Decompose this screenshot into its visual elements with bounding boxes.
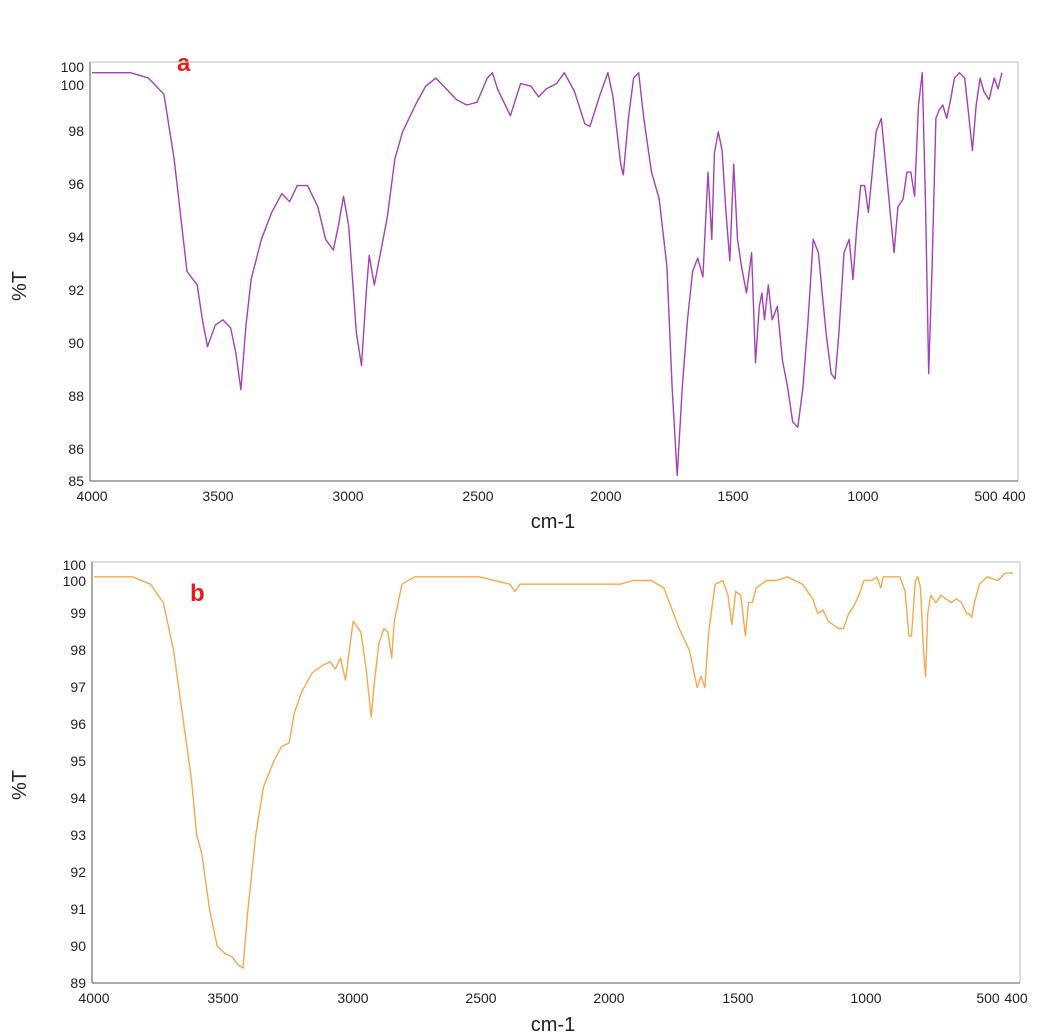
panel-label: a — [177, 50, 191, 77]
panel-b: b 4000 3500 3000 2500 2000 1500 1000 500… — [9, 557, 1028, 1036]
x-tick-label: 3000 — [332, 488, 363, 504]
panel-a: a 4000 3500 3000 2500 2000 1500 1000 500… — [9, 50, 1026, 533]
y-tick-label: 91 — [70, 901, 86, 917]
y-tick-labels: 89 90 91 92 93 94 95 96 97 98 99 100 100 — [63, 557, 87, 991]
y-tick-label: 90 — [70, 938, 86, 954]
y-tick-label: 85 — [68, 473, 84, 489]
y-tick-label: 94 — [70, 790, 86, 806]
y-tick-label: 100 — [61, 77, 85, 93]
x-tick-label: 1000 — [850, 990, 881, 1006]
y-tick-label: 92 — [70, 864, 86, 880]
panel-label: b — [190, 580, 205, 607]
x-tick-label: 2500 — [462, 488, 493, 504]
y-tick-label: 95 — [70, 753, 86, 769]
y-tick-label: 100 — [63, 557, 87, 573]
x-tick-label: 1500 — [722, 990, 753, 1006]
x-tick-label: 1500 — [717, 488, 748, 504]
x-tick-label: 2500 — [465, 990, 496, 1006]
x-tick-label: 4000 — [76, 488, 107, 504]
y-axis-title: %T — [9, 271, 31, 301]
spectrum-line — [92, 72, 1003, 477]
y-tick-label: 98 — [68, 123, 84, 139]
x-tick-labels: 4000 3500 3000 2500 2000 1500 1000 500 4… — [78, 990, 1027, 1006]
y-tick-label: 93 — [70, 827, 86, 843]
y-tick-label: 90 — [68, 335, 84, 351]
x-axis-title: cm-1 — [531, 511, 575, 533]
y-tick-label: 97 — [70, 679, 86, 695]
y-tick-label: 96 — [68, 176, 84, 192]
y-tick-label: 89 — [70, 975, 86, 991]
spectrum-line — [94, 572, 1013, 969]
y-tick-label: 86 — [68, 441, 84, 457]
x-tick-label: 2000 — [593, 990, 624, 1006]
x-tick-label: 3500 — [207, 990, 238, 1006]
x-tick-label: 2000 — [590, 488, 621, 504]
x-tick-labels: 4000 3500 3000 2500 2000 1500 1000 500 4… — [76, 488, 1025, 504]
x-tick-label: 3000 — [337, 990, 368, 1006]
x-tick-label: 1000 — [847, 488, 878, 504]
x-axis-title: cm-1 — [531, 1014, 575, 1036]
y-tick-label: 94 — [68, 229, 84, 245]
y-tick-label: 98 — [70, 642, 86, 658]
y-axis-title: %T — [9, 770, 31, 800]
y-tick-label: 99 — [70, 605, 86, 621]
x-tick-label: 400 — [1002, 488, 1026, 504]
y-tick-label: 100 — [61, 59, 85, 75]
y-tick-labels: 85 86 88 90 92 94 96 98 100 100 — [61, 59, 85, 489]
y-tick-label: 96 — [70, 716, 86, 732]
x-tick-label: 3500 — [202, 488, 233, 504]
y-tick-label: 92 — [68, 282, 84, 298]
x-tick-label: 400 — [1004, 990, 1028, 1006]
x-tick-label: 500 — [974, 488, 998, 504]
y-tick-label: 100 — [63, 573, 87, 589]
x-tick-label: 4000 — [78, 990, 109, 1006]
x-tick-label: 500 — [976, 990, 1000, 1006]
y-tick-label: 88 — [68, 388, 84, 404]
